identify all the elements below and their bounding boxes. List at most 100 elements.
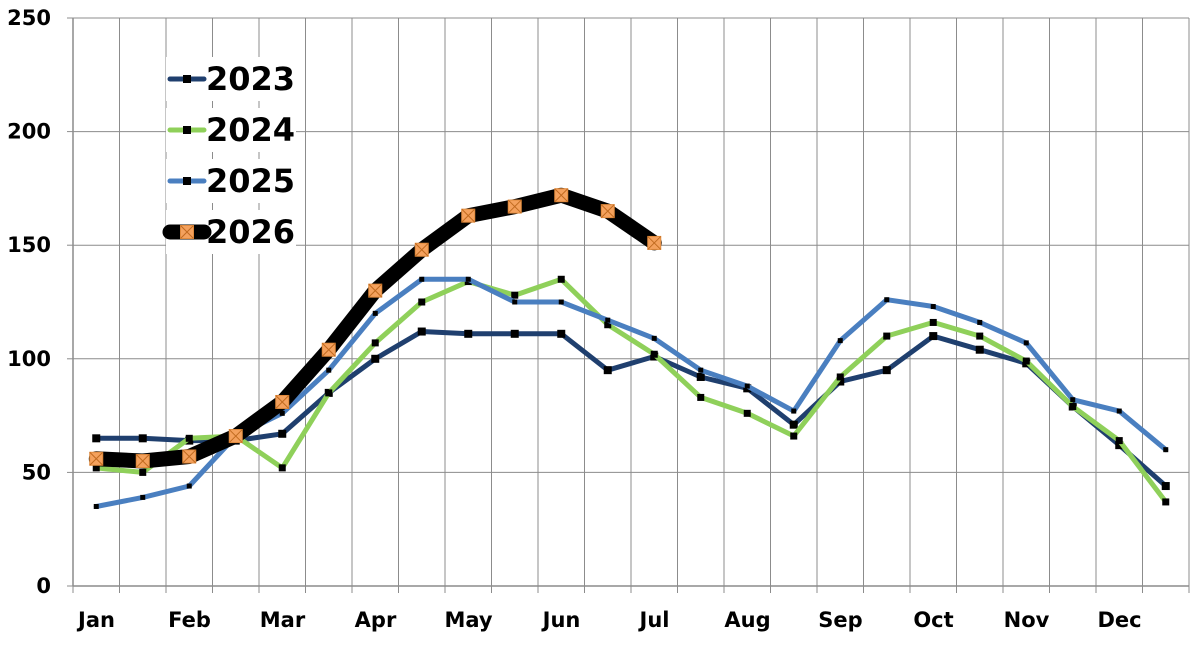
- data-point: [371, 354, 380, 363]
- data-point: [884, 297, 890, 303]
- series-line: [93, 276, 1169, 505]
- y-tick-label: 50: [22, 460, 51, 484]
- legend-marker: [183, 126, 191, 134]
- data-point: [507, 199, 522, 214]
- data-point: [743, 409, 751, 417]
- data-point: [976, 332, 984, 340]
- x-tick-label: Mar: [260, 608, 306, 632]
- data-point: [1115, 441, 1124, 450]
- legend-label: 2023: [206, 60, 295, 98]
- x-tick-label: Jun: [541, 608, 581, 632]
- legend-label: 2026: [206, 213, 295, 251]
- data-point: [275, 394, 290, 409]
- data-point: [510, 329, 519, 338]
- data-point: [557, 275, 565, 283]
- series-2026: [88, 187, 662, 469]
- data-point: [882, 366, 891, 375]
- y-tick-label: 150: [7, 233, 51, 257]
- data-point: [140, 494, 146, 500]
- data-point: [185, 434, 193, 442]
- x-tick-label: Jul: [638, 608, 670, 632]
- data-point: [278, 429, 287, 438]
- data-point: [1161, 482, 1170, 491]
- legend: 2023 2024 2025 2026: [162, 57, 296, 254]
- data-point: [557, 329, 566, 338]
- data-point: [321, 342, 336, 357]
- data-point: [1163, 447, 1169, 453]
- data-point: [836, 377, 845, 386]
- data-point: [790, 432, 798, 440]
- data-point: [139, 468, 147, 476]
- data-point: [930, 304, 936, 310]
- data-point: [744, 383, 750, 389]
- x-tick-labels: Jan Feb Mar Apr May Jun Jul Aug Sep Oct Nov Dec: [76, 608, 1142, 632]
- series-2024: [92, 275, 1170, 506]
- series-line: [93, 329, 1169, 489]
- data-point: [977, 319, 983, 325]
- data-point: [371, 339, 379, 347]
- legend-marker: [183, 177, 191, 185]
- data-point: [419, 276, 425, 282]
- data-point: [647, 235, 662, 250]
- data-point: [89, 451, 104, 466]
- y-tick-label: 100: [7, 347, 51, 371]
- data-point: [279, 410, 285, 416]
- data-point: [1162, 498, 1170, 506]
- data-point: [650, 350, 658, 358]
- series-line: [93, 276, 1169, 509]
- data-point: [604, 321, 612, 329]
- axes: [67, 17, 1190, 593]
- legend-entry-2024: 2024: [166, 108, 296, 152]
- data-point: [1023, 340, 1029, 346]
- legend-label: 2024: [206, 111, 295, 149]
- data-point: [418, 298, 426, 306]
- data-point: [600, 204, 615, 219]
- data-point: [697, 393, 705, 401]
- data-point: [461, 208, 476, 223]
- data-point: [929, 332, 938, 341]
- y-tick-label: 200: [7, 120, 51, 144]
- data-point: [93, 503, 99, 509]
- data-point: [186, 483, 192, 489]
- legend-marker: [183, 75, 191, 83]
- data-point: [372, 310, 378, 316]
- legend-label: 2025: [206, 162, 295, 200]
- data-point: [605, 317, 611, 323]
- x-tick-label: Nov: [1004, 608, 1050, 632]
- legend-entry-2023: 2023: [166, 57, 296, 101]
- data-point: [417, 327, 426, 336]
- data-point: [135, 454, 150, 469]
- data-point: [836, 373, 844, 381]
- data-point: [791, 408, 797, 414]
- data-point: [182, 449, 197, 464]
- data-point: [1116, 408, 1122, 414]
- data-point: [789, 420, 798, 429]
- data-point: [138, 434, 147, 443]
- data-point: [511, 291, 519, 299]
- x-tick-label: Oct: [913, 608, 953, 632]
- data-point: [465, 276, 471, 282]
- data-point: [326, 367, 332, 373]
- data-point: [228, 429, 243, 444]
- legend-entry-2026: 2026: [162, 210, 296, 254]
- data-point: [278, 464, 286, 472]
- data-point: [558, 299, 564, 305]
- data-point: [554, 188, 569, 203]
- y-tick-labels: 0 50 100 150 200 250: [7, 6, 51, 598]
- grid-lines: [73, 17, 1190, 586]
- data-point: [1022, 357, 1030, 365]
- data-point: [414, 242, 429, 257]
- x-tick-label: Feb: [168, 608, 211, 632]
- data-point: [92, 434, 101, 443]
- data-point: [651, 335, 657, 341]
- series-2025: [93, 276, 1169, 509]
- data-point: [512, 299, 518, 305]
- x-tick-label: May: [444, 608, 492, 632]
- data-point: [698, 367, 704, 373]
- x-tick-label: Dec: [1097, 608, 1141, 632]
- x-tick-label: Aug: [724, 608, 770, 632]
- y-tick-label: 0: [36, 574, 51, 598]
- data-point: [603, 366, 612, 375]
- data-point: [1069, 403, 1077, 411]
